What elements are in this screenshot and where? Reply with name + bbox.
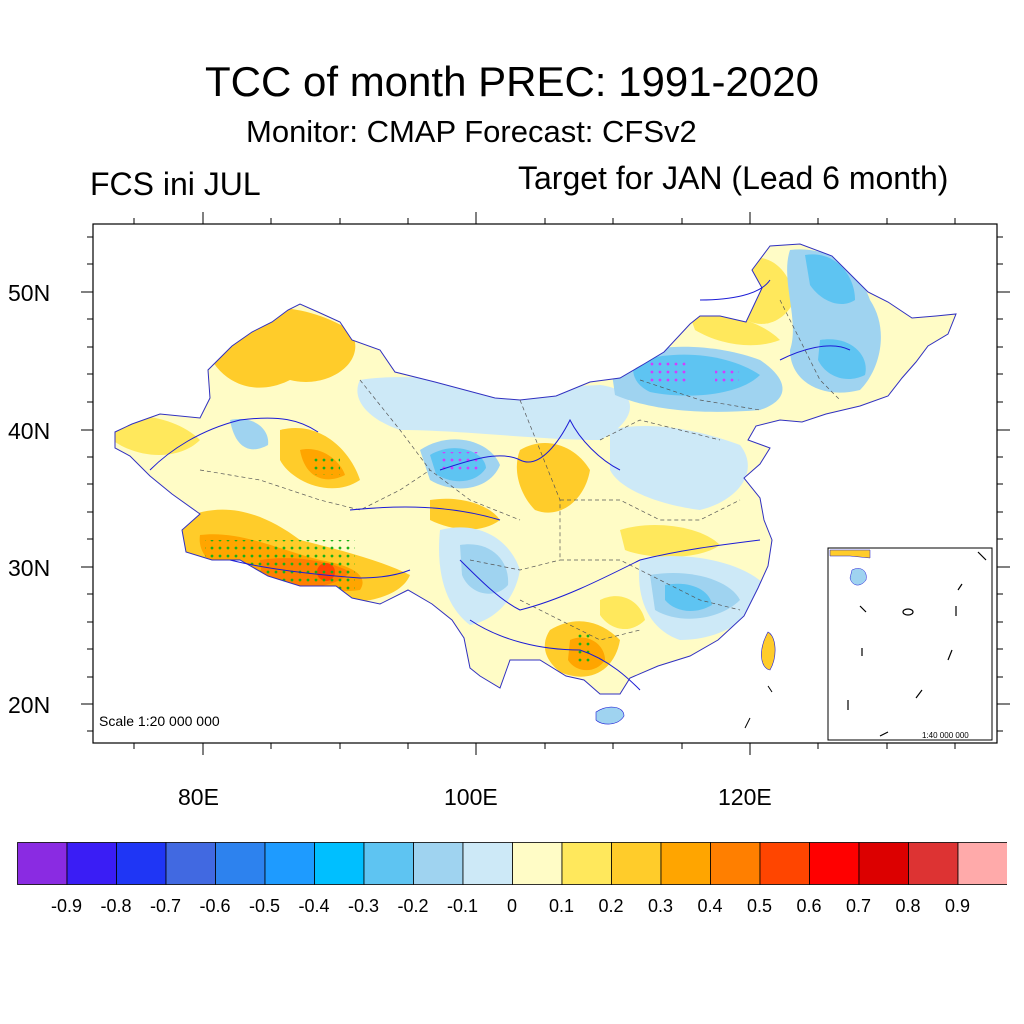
- colorbar-tick-label: -0.9: [50, 896, 83, 916]
- colorbar-swatch: [165, 842, 216, 885]
- hainan-island: [595, 706, 625, 725]
- tcc-map: 1:40 000 000 Scale 1:20 000 000: [81, 212, 1010, 755]
- lon-label-120e: 120E: [718, 784, 772, 810]
- colorbar-swatch: [908, 842, 959, 885]
- colorbar-tick-label: -0.7: [149, 896, 182, 916]
- colorbar-tick-label: -0.6: [199, 896, 231, 916]
- chart-subtitle: Monitor: CMAP Forecast: CFSv2: [246, 114, 697, 149]
- lon-label-80e: 80E: [178, 784, 219, 810]
- lat-label-30n: 30N: [8, 555, 51, 581]
- inset-scale-text: 1:40 000 000: [922, 731, 969, 740]
- lat-label-50n: 50N: [8, 280, 51, 306]
- colorbar-tick-label: 0.9: [944, 896, 971, 916]
- colorbar-tick-label: 0.1: [548, 896, 575, 916]
- target-label: Target for JAN (Lead 6 month): [518, 160, 949, 196]
- lon-label-100e: 100E: [444, 784, 498, 810]
- lat-ticks: [81, 236, 1010, 732]
- coast-marks: [744, 685, 773, 729]
- colorbar-tick-label: -0.5: [248, 896, 281, 916]
- colorbar-swatch: [17, 842, 68, 885]
- lat-label-20n: 20N: [8, 692, 51, 718]
- colorbar-swatch: [462, 842, 513, 885]
- colorbar-swatch: [314, 842, 365, 885]
- colorbar: [17, 842, 1007, 885]
- colorbar-tick-label: -0.1: [446, 896, 479, 916]
- colorbar-tick-label: 0.4: [697, 896, 723, 916]
- colorbar-swatch: [215, 842, 266, 885]
- colorbar-tick-label: 0.7: [845, 896, 872, 916]
- colorbar-swatch: [413, 842, 464, 885]
- colorbar-swatch: [710, 842, 761, 885]
- colorbar-tick-label: 0.8: [895, 896, 921, 916]
- lat-label-40n: 40N: [8, 418, 51, 444]
- colorbar-swatch: [66, 842, 117, 885]
- colorbar-tick-label: 0.6: [796, 896, 822, 916]
- rivers: [149, 279, 851, 691]
- south-china-sea-inset: 1:40 000 000: [827, 547, 993, 741]
- taiwan-island: [761, 631, 776, 671]
- colorbar-swatch: [561, 842, 612, 885]
- colorbar-tick-label: -0.2: [397, 896, 429, 916]
- colorbar-swatch: [660, 842, 711, 885]
- colorbar-tick-label: 0.3: [647, 896, 674, 916]
- colorbar-tick-label: -0.3: [347, 896, 380, 916]
- colorbar-swatch: [858, 842, 909, 885]
- colorbar-swatch: [512, 842, 563, 885]
- colorbar-tick-label: 0.2: [598, 896, 624, 916]
- colorbar-swatch: [957, 842, 1007, 885]
- colorbar-tick-label: 0: [506, 896, 517, 916]
- colorbar-swatch: [116, 842, 167, 885]
- map-scale-text: Scale 1:20 000 000: [99, 713, 220, 729]
- colorbar-swatch: [363, 842, 414, 885]
- province-boundaries: [199, 299, 841, 641]
- chart-title: TCC of month PREC: 1991-2020: [205, 58, 819, 105]
- colorbar-swatch: [759, 842, 810, 885]
- lon-ticks: [133, 212, 956, 755]
- colorbar-tick-label: -0.4: [298, 896, 330, 916]
- colorbar-swatch: [809, 842, 860, 885]
- colorbar-swatch: [611, 842, 662, 885]
- colorbar-swatch: [264, 842, 315, 885]
- colorbar-tick-label: 0.5: [746, 896, 773, 916]
- colorbar-tick-label: -0.8: [100, 896, 132, 916]
- init-label: FCS ini JUL: [90, 166, 261, 202]
